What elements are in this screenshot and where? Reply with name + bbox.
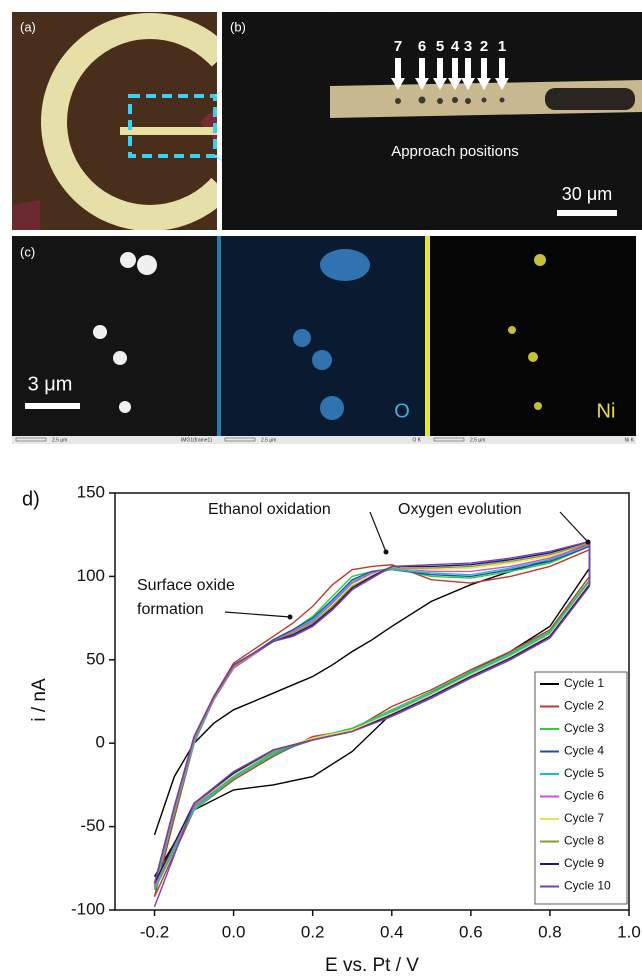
x-tick-label: 0.6 (459, 922, 483, 941)
legend-label: Cycle 9 (564, 856, 604, 870)
annotation-arrow (225, 612, 290, 617)
scale-bar (25, 403, 80, 409)
position-label: 7 (394, 38, 402, 55)
scale-label: 3 μm (28, 373, 73, 395)
cv-curve (155, 545, 590, 887)
scale-bar (557, 210, 617, 216)
arrow-shaft (465, 58, 471, 78)
panel-label: (a) (20, 19, 36, 34)
mini-scale-label: 2.5 μm (470, 437, 485, 443)
x-tick-label: 0.2 (301, 922, 325, 941)
y-tick-label: 150 (77, 482, 105, 501)
legend-label: Cycle 7 (564, 811, 604, 825)
arrow-shaft (481, 58, 487, 78)
x-axis-label: E vs. Pt / V (325, 955, 419, 976)
annotation-arrow (560, 512, 588, 542)
panel-label: (b) (230, 19, 246, 34)
arrow-shaft (419, 58, 425, 78)
arrow-shaft (499, 58, 505, 78)
y-tick-label: -50 (80, 816, 105, 835)
position-label: 4 (451, 38, 460, 55)
mini-scale-label: 2.5 μm (52, 437, 67, 443)
element-label: Ni (597, 400, 616, 422)
legend-label: Cycle 8 (564, 834, 604, 848)
cv-curve (155, 543, 590, 885)
cv-curve (155, 546, 590, 886)
arrow-shaft (437, 58, 443, 78)
annotation: Surface oxide (137, 577, 235, 594)
y-tick-label: -100 (71, 899, 105, 918)
mini-scale-label: 2.5 μm (261, 437, 276, 443)
micrograph-c (12, 236, 636, 444)
panel-label: d) (22, 488, 40, 510)
element-label: O (394, 400, 410, 422)
x-tick-label: 0.8 (538, 922, 562, 941)
micrograph-a (12, 12, 246, 230)
chart: d) -100 -50 0 50 100 150 -0.2 0.0 0.2 0.4 0.6 0.8 1.0… (22, 482, 641, 976)
legend-label: Cycle 1 (564, 676, 604, 690)
legend-label: Cycle 3 (564, 721, 604, 735)
position-label: 5 (436, 38, 444, 55)
position-label: 1 (498, 38, 506, 55)
position-label: 2 (480, 38, 488, 55)
annotation: Ethanol oxidation (208, 501, 331, 518)
x-tick-label: 0.0 (222, 922, 246, 941)
arrow-tip (586, 540, 591, 545)
frame-label: O K (412, 437, 421, 443)
arrow-shaft (395, 58, 401, 78)
y-axis-label: i / nA (29, 678, 50, 722)
page: {"panels": { "a": {"label": "(a)"}, "b":… (0, 0, 642, 980)
caption: Approach positions (391, 143, 519, 160)
legend-label: Cycle 5 (564, 766, 604, 780)
x-tick-label: 0.4 (380, 922, 404, 941)
legend-label: Cycle 6 (564, 789, 604, 803)
frame-label: IMG1(frame1) (181, 437, 212, 443)
arrow-tip (288, 615, 293, 620)
annotation: Oxygen evolution (398, 501, 522, 518)
y-tick-label: 0 (96, 733, 105, 752)
legend-label: Cycle 4 (564, 744, 604, 758)
y-tick-label: 100 (77, 566, 105, 585)
frame-label: Ni K (625, 437, 635, 443)
x-tick-label: -0.2 (140, 922, 169, 941)
figure: (a) 7654321 (b) Approach positions 30 μm… (0, 0, 642, 980)
cv-curve (155, 543, 590, 885)
annotation: formation (137, 601, 204, 618)
cv-curve (155, 545, 590, 889)
legend-label: Cycle 10 (564, 879, 611, 893)
position-label: 3 (464, 38, 472, 55)
x-tick-label: 1.0 (617, 922, 641, 941)
panel-label: (c) (20, 244, 35, 259)
position-label: 6 (418, 38, 426, 55)
y-tick-label: 50 (86, 649, 105, 668)
legend-label: Cycle 2 (564, 699, 604, 713)
arrow-shaft (452, 58, 458, 78)
scale-label: 30 μm (562, 184, 612, 204)
arrow-tip (384, 550, 389, 555)
cv-curve (155, 541, 590, 906)
annotation-arrow (370, 512, 386, 552)
